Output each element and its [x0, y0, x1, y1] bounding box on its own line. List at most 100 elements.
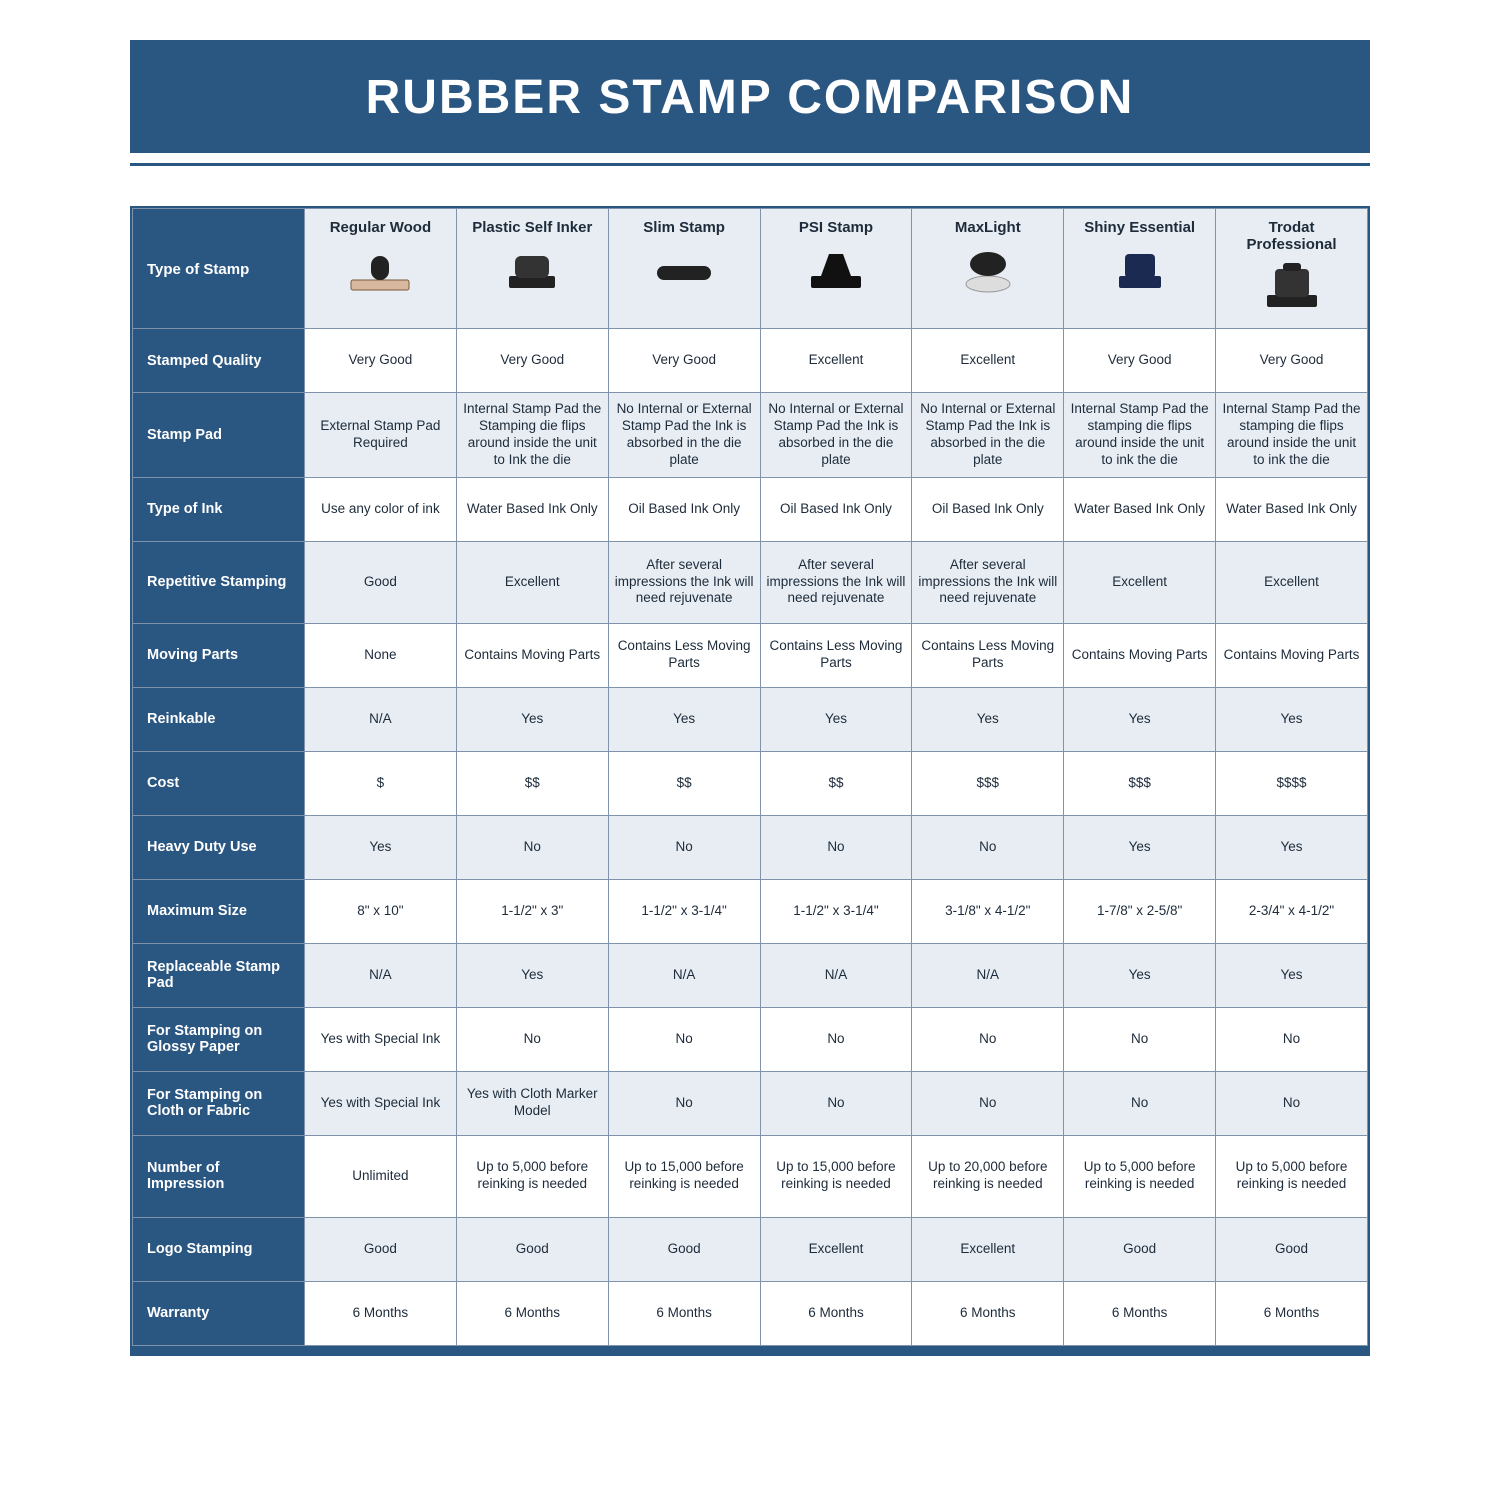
- table-cell: 1-1/2" x 3-1/4": [608, 879, 760, 943]
- table-row: Stamped QualityVery GoodVery GoodVery Go…: [133, 329, 1368, 393]
- table-cell: 1-1/2" x 3": [456, 879, 608, 943]
- row-label: Repetitive Stamping: [133, 541, 305, 623]
- table-cell: Yes: [1216, 943, 1368, 1007]
- table-cell: N/A: [760, 943, 912, 1007]
- table-cell: 6 Months: [305, 1281, 457, 1345]
- table-cell: Excellent: [760, 329, 912, 393]
- row-label: For Stamping on Cloth or Fabric: [133, 1071, 305, 1135]
- table-cell: Oil Based Ink Only: [760, 477, 912, 541]
- row-label: Stamped Quality: [133, 329, 305, 393]
- table-cell: Water Based Ink Only: [1216, 477, 1368, 541]
- col-header: MaxLight: [912, 209, 1064, 329]
- table-cell: No: [608, 1071, 760, 1135]
- page-title: RUBBER STAMP COMPARISON: [130, 70, 1370, 125]
- table-cell: Good: [305, 1217, 457, 1281]
- table-cell: Yes: [760, 687, 912, 751]
- table-cell: 3-1/8" x 4-1/2": [912, 879, 1064, 943]
- page-title-block: RUBBER STAMP COMPARISON: [130, 40, 1370, 157]
- table-cell: 6 Months: [456, 1281, 608, 1345]
- table-row: Type of InkUse any color of inkWater Bas…: [133, 477, 1368, 541]
- table-cell: No Internal or External Stamp Pad the In…: [912, 393, 1064, 478]
- table-cell: 6 Months: [912, 1281, 1064, 1345]
- table-cell: No: [912, 1007, 1064, 1071]
- col-header-label: Trodat Professional: [1247, 219, 1337, 253]
- table-cell: Yes with Special Ink: [305, 1007, 457, 1071]
- table-cell: After several impressions the Ink will n…: [760, 541, 912, 623]
- table-cell: Contains Less Moving Parts: [760, 623, 912, 687]
- table-row: Cost$$$$$$$$$$$$$$$$$: [133, 751, 1368, 815]
- table-cell: Yes: [456, 943, 608, 1007]
- table-cell: No: [1064, 1007, 1216, 1071]
- col-header: Slim Stamp: [608, 209, 760, 329]
- table-cell: Up to 15,000 before reinking is needed: [608, 1135, 760, 1217]
- table-cell: $$: [456, 751, 608, 815]
- row-label: Moving Parts: [133, 623, 305, 687]
- table-cell: Up to 15,000 before reinking is needed: [760, 1135, 912, 1217]
- table-cell: Yes with Special Ink: [305, 1071, 457, 1135]
- table-cell: Yes: [1064, 687, 1216, 751]
- table-row: For Stamping on Glossy PaperYes with Spe…: [133, 1007, 1368, 1071]
- table-cell: Very Good: [1216, 329, 1368, 393]
- table-cell: After several impressions the Ink will n…: [912, 541, 1064, 623]
- col-header-label: Plastic Self Inker: [472, 219, 592, 236]
- col-header-label: Slim Stamp: [643, 219, 725, 236]
- table-cell: Up to 5,000 before reinking is needed: [1064, 1135, 1216, 1217]
- table-row: Logo StampingGoodGoodGoodExcellentExcell…: [133, 1217, 1368, 1281]
- table-cell: $$: [608, 751, 760, 815]
- table-cell: No: [912, 1071, 1064, 1135]
- table-cell: Excellent: [1216, 541, 1368, 623]
- table-cell: 2-3/4" x 4-1/2": [1216, 879, 1368, 943]
- table-cell: N/A: [608, 943, 760, 1007]
- col-header-label: Shiny Essential: [1084, 219, 1195, 236]
- table-cell: No: [760, 1007, 912, 1071]
- table-cell: $: [305, 751, 457, 815]
- table-header-row: Type of Stamp Regular Wood Plastic Self …: [133, 209, 1368, 329]
- stamp-icon-maxlight: [953, 246, 1023, 296]
- table-cell: Yes: [305, 815, 457, 879]
- table-row: For Stamping on Cloth or FabricYes with …: [133, 1071, 1368, 1135]
- header-type-of-stamp: Type of Stamp: [133, 209, 305, 329]
- table-body: Stamped QualityVery GoodVery GoodVery Go…: [133, 329, 1368, 1346]
- table-cell: After several impressions the Ink will n…: [608, 541, 760, 623]
- title-underline: [130, 163, 1370, 166]
- row-label: Type of Ink: [133, 477, 305, 541]
- table-cell: Contains Less Moving Parts: [608, 623, 760, 687]
- table-cell: Yes: [456, 687, 608, 751]
- table-cell: $$$: [1064, 751, 1216, 815]
- table-cell: N/A: [305, 687, 457, 751]
- table-row: Repetitive StampingGoodExcellentAfter se…: [133, 541, 1368, 623]
- comparison-table: Type of Stamp Regular Wood Plastic Self …: [132, 208, 1368, 1346]
- table-cell: Up to 20,000 before reinking is needed: [912, 1135, 1064, 1217]
- table-cell: Excellent: [760, 1217, 912, 1281]
- table-cell: No: [608, 815, 760, 879]
- table-cell: Contains Moving Parts: [1216, 623, 1368, 687]
- table-cell: 6 Months: [608, 1281, 760, 1345]
- table-cell: No Internal or External Stamp Pad the In…: [760, 393, 912, 478]
- table-cell: N/A: [912, 943, 1064, 1007]
- table-cell: 6 Months: [1064, 1281, 1216, 1345]
- stamp-icon-trodat: [1257, 263, 1327, 313]
- table-cell: No: [760, 815, 912, 879]
- row-label: For Stamping on Glossy Paper: [133, 1007, 305, 1071]
- table-cell: 6 Months: [760, 1281, 912, 1345]
- table-cell: Contains Moving Parts: [1064, 623, 1216, 687]
- table-row: Warranty6 Months6 Months6 Months6 Months…: [133, 1281, 1368, 1345]
- table-cell: No: [608, 1007, 760, 1071]
- row-label: Warranty: [133, 1281, 305, 1345]
- table-cell: 1-1/2" x 3-1/4": [760, 879, 912, 943]
- table-cell: Excellent: [456, 541, 608, 623]
- table-cell: 1-7/8" x 2-5/8": [1064, 879, 1216, 943]
- table-cell: No: [456, 815, 608, 879]
- col-header-label: Regular Wood: [330, 219, 431, 236]
- row-label: Maximum Size: [133, 879, 305, 943]
- table-cell: No: [1216, 1007, 1368, 1071]
- table-cell: No Internal or External Stamp Pad the In…: [608, 393, 760, 478]
- table-cell: $$$: [912, 751, 1064, 815]
- table-row: Number of ImpressionUnlimitedUp to 5,000…: [133, 1135, 1368, 1217]
- table-row: Moving PartsNoneContains Moving PartsCon…: [133, 623, 1368, 687]
- table-cell: No: [912, 815, 1064, 879]
- col-header: Shiny Essential: [1064, 209, 1216, 329]
- stamp-icon-wood: [345, 246, 415, 296]
- table-cell: Good: [456, 1217, 608, 1281]
- table-cell: Up to 5,000 before reinking is needed: [456, 1135, 608, 1217]
